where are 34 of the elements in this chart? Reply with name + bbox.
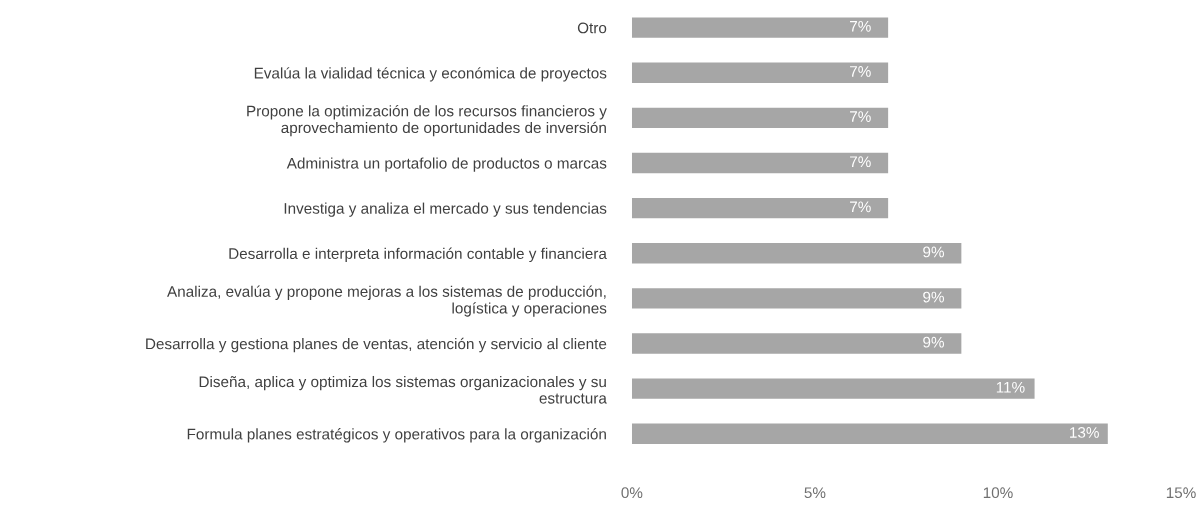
y-tick-label: Desarrolla e interpreta información contable y financiera [229,247,607,263]
data-label: 7% [850,20,871,32]
y-tick-label: Evalúa la vialidad técnica y económica de proyectos [254,67,607,82]
data-label: 7% [850,156,871,168]
y-tick-label: Analiza, evalúa y propone mejoras a los sistemas de producción, logística y operaciones [167,285,607,317]
bar [631,62,889,83]
bar [631,197,889,219]
data-label: 9% [923,291,945,303]
bar [631,288,962,309]
x-tick-label: 0% [621,487,643,499]
x-tick-label: 15% [1166,487,1196,499]
y-tick-label: Propone la optimización de los recursos financieros y aprovechamiento de oportunidades de inversión [247,105,607,137]
bar [631,152,889,174]
data-label: 7% [850,111,871,122]
bar [631,423,1108,444]
x-tick-label: 10% [983,487,1013,499]
bar [631,17,889,38]
bar [631,243,962,264]
y-tick-label: Otro [577,22,607,34]
bar [631,333,962,354]
data-label: 13% [1070,427,1099,438]
bar [631,107,889,129]
x-tick-label: 5% [804,487,826,499]
data-label: 11% [996,381,1025,393]
data-label: 7% [850,66,871,77]
y-tick-label: Desarrolla y gestiona planes de ventas, atención y servicio al cliente [146,337,607,353]
y-tick-label: Diseña, aplica y optimiza los sistemas organizacionales y su estructura [199,375,607,404]
data-label: 9% [923,336,945,348]
y-tick-label: Investiga y analiza el mercado y sus tendencias [284,202,607,217]
bar [631,378,1035,399]
data-label: 7% [850,201,871,213]
y-tick-label: Administra un portafolio de productos o marcas [286,157,607,172]
data-label: 9% [923,246,945,258]
y-tick-label: Formula planes estratégicos y operativos para la organización [187,428,606,443]
